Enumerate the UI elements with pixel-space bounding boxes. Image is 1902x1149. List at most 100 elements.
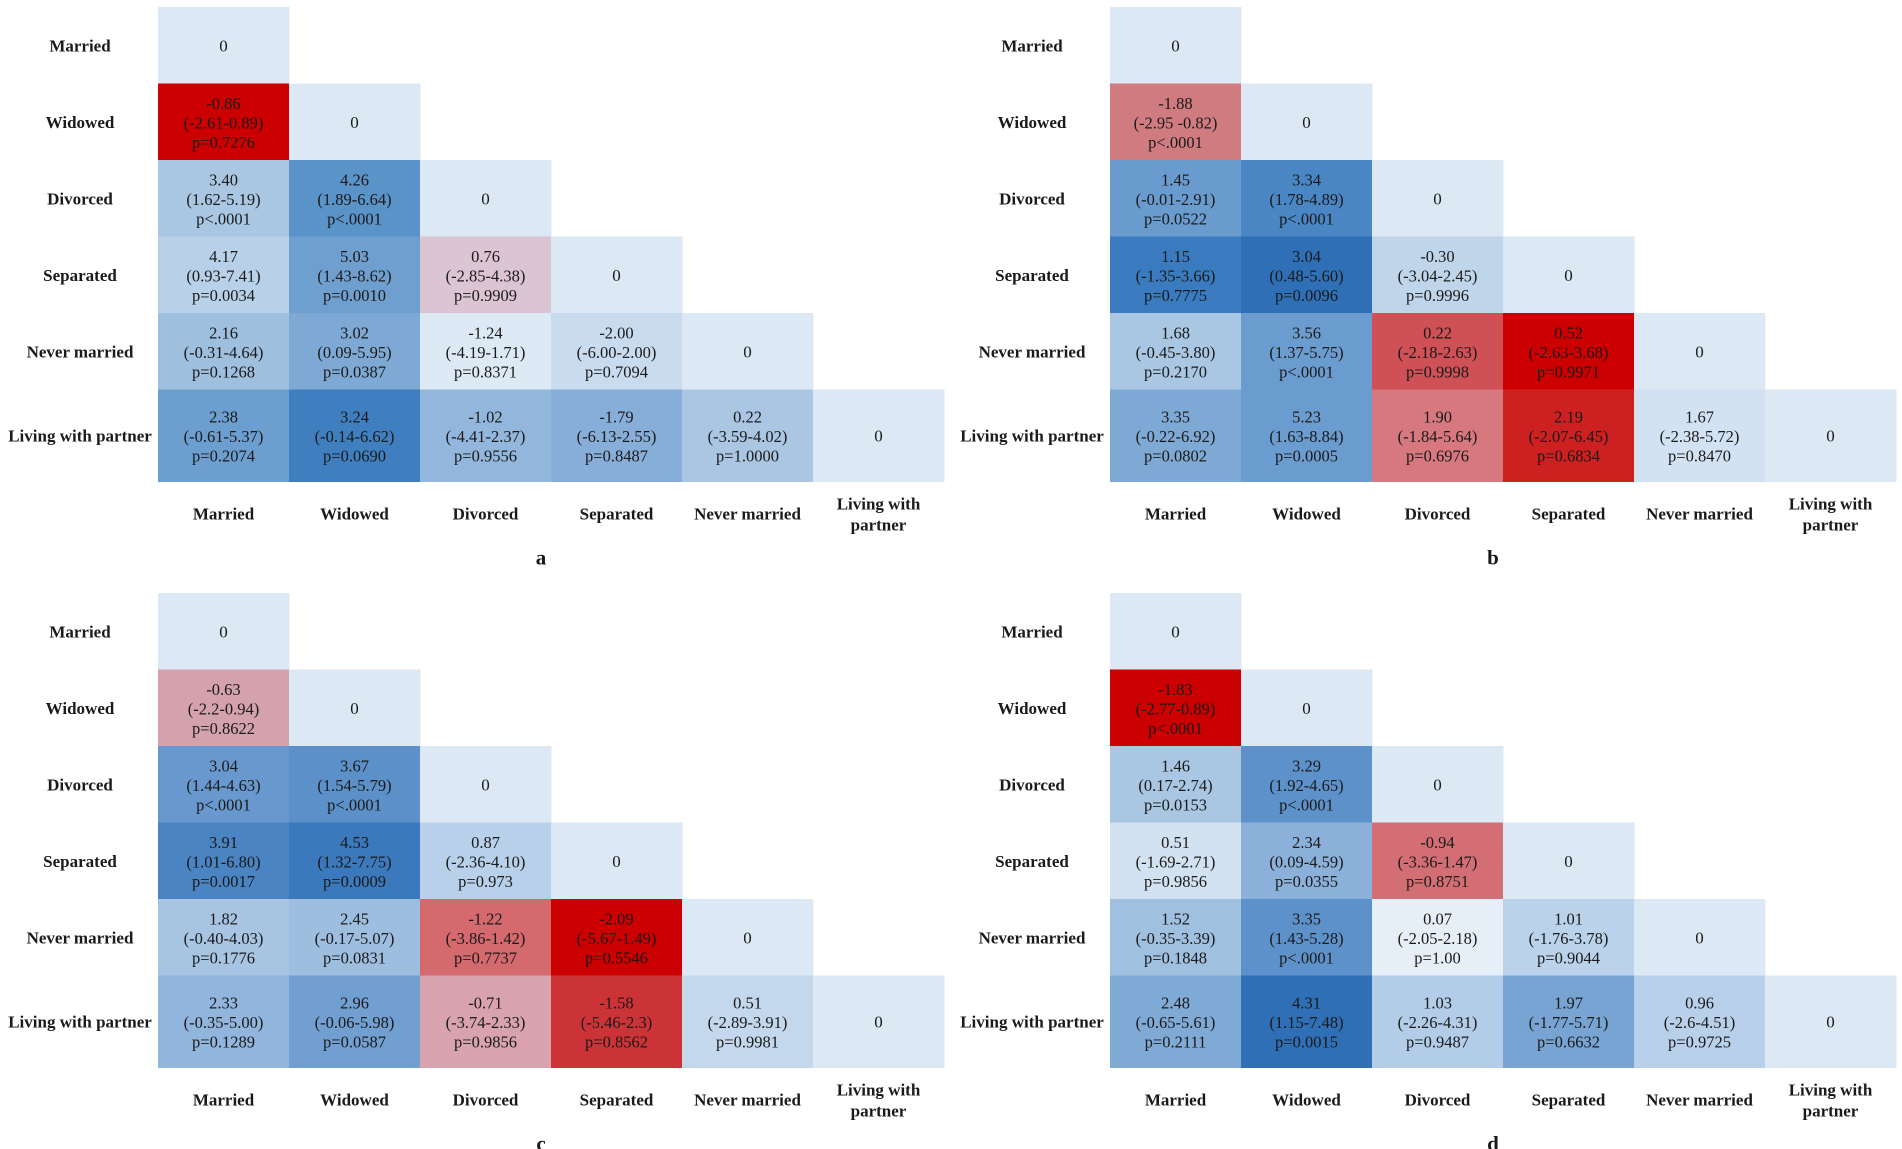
heatmap-cell (1372, 899, 1504, 976)
column-label: Living with partner (837, 495, 921, 535)
cell-value: 0 (1171, 622, 1180, 641)
cell-p-value: p<.0001 (1279, 795, 1334, 814)
column-label: Never married (694, 505, 801, 524)
row-label: Divorced (47, 775, 113, 794)
cell-p-value: p<.0001 (1148, 133, 1203, 152)
cell-value: 3.35 (1292, 909, 1321, 928)
cell-value: 0.51 (1161, 833, 1190, 852)
cell-p-value: p=0.0017 (192, 872, 255, 891)
cell-p-value: p=0.0009 (323, 872, 386, 891)
heatmap-cell-diagonal (1765, 389, 1897, 482)
cell-p-value: p=0.7276 (192, 133, 255, 152)
cell-value: 0.96 (1685, 994, 1714, 1013)
cell-ci: (-1.69-2.71) (1136, 852, 1216, 871)
cell-value: 0 (1564, 266, 1573, 285)
heatmap-cell (1110, 975, 1242, 1068)
cell-ci: (-0.17-5.07) (315, 929, 395, 948)
cell-ci: (1.01-6.80) (186, 852, 260, 871)
heatmap-cell (1110, 822, 1242, 900)
heatmap-cell (1241, 236, 1373, 314)
heatmap-cell-diagonal (813, 975, 945, 1068)
cell-ci: (-0.35-3.39) (1136, 929, 1216, 948)
cell-value: 0 (219, 36, 228, 55)
cell-value: 0 (1826, 1013, 1835, 1032)
cell-p-value: p=0.5546 (585, 948, 648, 967)
column-label: Never married (1646, 1091, 1753, 1110)
cell-p-value: p=0.0153 (1144, 795, 1207, 814)
panel-label: c (536, 1132, 545, 1149)
cell-ci: (-6.00-2.00) (577, 343, 657, 362)
cell-value: 3.24 (340, 408, 369, 427)
cell-value: -1.88 (1158, 94, 1192, 113)
row-label: Widowed (46, 113, 115, 132)
cell-p-value: p<.0001 (196, 209, 251, 228)
cell-ci: (-3.86-1.42) (446, 929, 526, 948)
heatmap-cell (1503, 899, 1635, 976)
cell-value: -0.94 (1420, 833, 1454, 852)
heatmap-cell (1372, 389, 1504, 482)
column-label: Separated (1532, 1091, 1606, 1110)
column-label: Divorced (1405, 1091, 1471, 1110)
cell-value: 1.52 (1161, 909, 1190, 928)
cell-ci: (-2.61-0.89) (184, 113, 264, 132)
cell-p-value: p=0.9971 (1537, 362, 1600, 381)
cell-ci: (1.43-8.62) (317, 266, 391, 285)
heatmap-cell (1110, 389, 1242, 482)
cell-p-value: p=0.9981 (716, 1033, 779, 1052)
column-label: Widowed (1272, 505, 1341, 524)
cell-value: 0 (350, 699, 359, 718)
cell-value: 0 (1433, 775, 1442, 794)
panel-label: b (1487, 546, 1499, 570)
row-label: Living with partner (8, 427, 152, 446)
cell-value: 0 (481, 775, 490, 794)
cell-p-value: p=0.0010 (323, 286, 386, 305)
cell-p-value: p=0.0005 (1275, 447, 1338, 466)
heatmap-cell-diagonal (1503, 236, 1635, 314)
cell-value: 1.82 (209, 909, 238, 928)
heatmap-cell (158, 83, 290, 161)
heatmap-cell (1110, 746, 1242, 823)
cell-value: 4.31 (1292, 994, 1321, 1013)
cell-value: 1.97 (1554, 994, 1583, 1013)
cell-value: 0.22 (1423, 323, 1452, 342)
cell-p-value: p=0.7775 (1144, 286, 1207, 305)
cell-p-value: p=0.8371 (454, 362, 517, 381)
cell-ci: (-2.2-0.94) (188, 699, 259, 718)
heatmap-cell (1241, 160, 1373, 237)
cell-ci: (0.93-7.41) (186, 266, 260, 285)
row-label: Married (1001, 36, 1063, 55)
heatmap-cell (1110, 669, 1242, 747)
cell-p-value: p=0.8470 (1668, 447, 1731, 466)
cell-ci: (-3.36-1.47) (1398, 852, 1478, 871)
cell-ci: (1.62-5.19) (186, 190, 260, 209)
heatmap-cell (1372, 236, 1504, 314)
heatmap-cell (158, 746, 290, 823)
heatmap-cell (289, 746, 421, 823)
cell-value: 0 (612, 266, 621, 285)
cell-p-value: p=0.0355 (1275, 872, 1338, 891)
cell-ci: (-6.13-2.55) (577, 427, 657, 446)
cell-value: 0 (1564, 852, 1573, 871)
heatmap-cell-diagonal (1241, 83, 1373, 161)
heatmap-cell (158, 389, 290, 482)
cell-p-value: p=0.0802 (1144, 447, 1207, 466)
column-label: Married (193, 505, 255, 524)
heatmap-panel-c: 0 -0.63(-2.2-0.94)p=0.8622 0 3.04(1.44-4.63… (8, 593, 945, 1149)
heatmap-cell (551, 389, 683, 482)
cell-ci: (-0.22-6.92) (1136, 427, 1216, 446)
cell-ci: (1.15-7.48) (1269, 1013, 1343, 1032)
panel-label: a (536, 546, 547, 570)
column-label: Widowed (320, 1091, 389, 1110)
column-label: Married (1145, 1091, 1207, 1110)
cell-p-value: p=0.0522 (1144, 209, 1207, 228)
heatmap-cell (1110, 236, 1242, 314)
cell-ci: (-2.63-3.68) (1529, 343, 1609, 362)
cell-value: 0.87 (471, 833, 500, 852)
cell-value: 1.45 (1161, 170, 1190, 189)
cell-ci: (1.43-5.28) (1269, 929, 1343, 948)
cell-ci: (1.92-4.65) (1269, 776, 1343, 795)
heatmap-cell (682, 389, 814, 482)
cell-value: 1.46 (1161, 756, 1190, 775)
cell-value: -1.24 (468, 323, 502, 342)
cell-ci: (-2.95 -0.82) (1134, 113, 1218, 132)
